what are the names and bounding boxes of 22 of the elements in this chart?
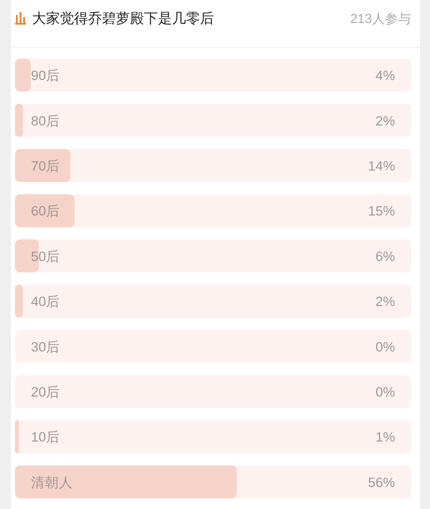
y-tick-label: 70后 xyxy=(31,158,60,174)
data-label: 2% xyxy=(375,113,395,128)
y-tick-label: 40后 xyxy=(31,294,60,310)
chart-subtitle: 213人参与 xyxy=(350,11,411,26)
y-tick-label: 30后 xyxy=(31,339,60,354)
data-label: 14% xyxy=(368,158,395,174)
data-label: 6% xyxy=(375,248,395,264)
y-tick-label: 50后 xyxy=(31,248,60,264)
chart-title: 大家觉得乔碧萝殿下是几零后 xyxy=(32,10,214,26)
data-label: 4% xyxy=(375,68,395,84)
data-label: 0% xyxy=(375,339,395,354)
y-tick-label: 90后 xyxy=(31,68,60,84)
y-tick-label: 60后 xyxy=(31,204,60,219)
y-tick-label: 20后 xyxy=(31,384,60,400)
data-label: 2% xyxy=(375,294,395,310)
y-tick-label: 10后 xyxy=(31,430,60,445)
y-tick-label: 清朝人 xyxy=(31,474,73,490)
y-tick-label: 80后 xyxy=(31,113,60,128)
data-label: 0% xyxy=(375,384,395,400)
data-label: 15% xyxy=(368,204,395,219)
data-label: 56% xyxy=(368,474,395,490)
data-label: 1% xyxy=(375,430,395,445)
